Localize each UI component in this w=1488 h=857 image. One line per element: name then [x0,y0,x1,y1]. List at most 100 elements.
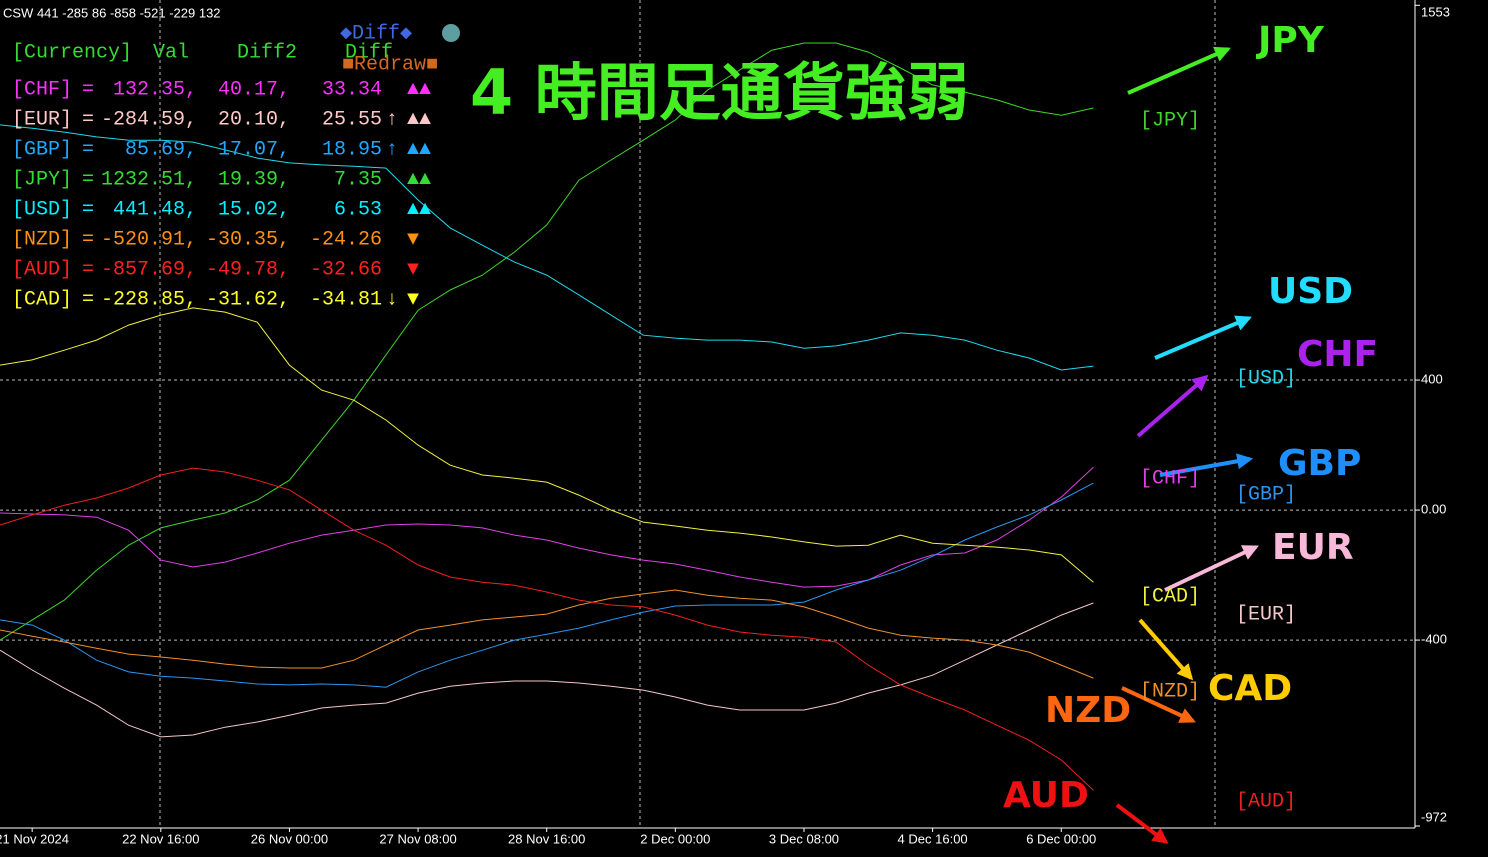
table-cell: ▲▲ [407,198,431,221]
diff-button[interactable]: ◆Diff◆ [340,22,412,45]
redraw-button[interactable]: ■Redraw■ [342,53,438,76]
table-cell: 25.55 [322,108,382,131]
table-cell: -49.78, [206,258,290,281]
table-cell: 85.69, [125,138,197,161]
annotation: NZD [1045,690,1131,731]
annotation: EUR [1272,527,1354,568]
table-cell: [CAD] [12,288,72,311]
table-cell: [GBP] [12,138,72,161]
table-cell: [EUR] [12,108,72,131]
table-cell: 1232.51, [101,168,197,191]
annotation: GBP [1278,443,1361,484]
arrow [1115,803,1169,844]
table-cell: [JPY] [12,168,72,191]
table-cell: ▲▲ [407,108,431,131]
table-header: [Currency] [12,41,132,64]
arrow [1159,453,1254,477]
x-tick-label: 22 Nov 16:00 [122,831,199,846]
table-header: Val [153,41,189,64]
table-cell: 6.53 [334,198,382,221]
y-tick-label: -972 [1421,809,1447,824]
annotation: CHF [1297,334,1378,375]
table-cell: ▼ [407,258,419,281]
table-cell: ↑ [386,108,398,131]
table-cell: -31.62, [206,288,290,311]
lines [0,42,1094,791]
series-line [0,589,1094,679]
legend-label: [AUD] [1236,790,1296,813]
arrow [1154,315,1252,360]
table-header: Diff [345,41,393,64]
table-cell: = [82,138,94,161]
y-tick-label: -400 [1421,632,1447,647]
table-cell: = [82,198,94,221]
x-tick-label: 21 Nov 2024 [0,831,69,846]
table-cell: -32.66 [310,258,382,281]
table-cell: = [82,258,94,281]
table-cell: -24.26 [310,228,382,251]
arrow [1138,618,1194,681]
table-cell: -228.85, [101,288,197,311]
table-cell: ▲▲ [407,78,431,101]
annotation: CAD [1208,668,1292,709]
toggle-circle[interactable] [442,24,460,42]
annotation: USD [1268,271,1353,312]
arrow [1164,545,1259,592]
table-cell: = [82,78,94,101]
x-tick-label: 27 Nov 08:00 [379,831,456,846]
table-cell: = [82,108,94,131]
table-cell: -520.91, [101,228,197,251]
table-cell: -34.81 [310,288,382,311]
arrow [1136,374,1209,438]
series-line [0,307,1094,583]
table-cell: 7.35 [334,168,382,191]
chart-title: 4 時間足通貨強弱 [470,56,969,129]
table-cell: = [82,228,94,251]
y-tick-label: 400 [1421,371,1443,386]
table-cell: 40.17, [218,78,290,101]
x-tick-label: 3 Dec 08:00 [769,831,839,846]
x-tick-label: 28 Nov 16:00 [508,831,585,846]
series-line [0,42,1094,641]
series-line [0,467,1094,791]
series-line [0,124,1094,371]
table-cell: [AUD] [12,258,72,281]
legend-label: [EUR] [1236,603,1296,626]
x-tick-label: 6 Dec 00:00 [1026,831,1096,846]
table-cell: ▼ [407,228,419,251]
table-cell: 33.34 [322,78,382,101]
x-tick-label: 4 Dec 16:00 [898,831,968,846]
table-cell: [NZD] [12,228,72,251]
labels: 1553 400 0.00 -400 -972 21 Nov 2024 22 Nov 16:… [0,4,1450,846]
legend-label: [USD] [1236,367,1296,390]
table-cell: 15.02, [218,198,290,221]
table-cell: 18.95 [322,138,382,161]
legend-label: [GBP] [1236,483,1296,506]
legend-label: [CHF] [1140,467,1200,490]
table-cell: 19.39, [218,168,290,191]
y-tick-label: 1553 [1421,4,1450,19]
table-cell: ↓ [386,288,398,311]
legend-label: [NZD] [1140,680,1200,703]
series-line [0,482,1094,688]
y-tick-label: 0.00 [1421,502,1446,517]
table-cell: [USD] [12,198,72,221]
table-cell: ↑ [386,138,398,161]
indicator-header: CSW 441 -285 86 -858 -521 -229 132 [3,5,221,20]
annotation: JPY [1255,20,1325,61]
x-tick-label: 26 Nov 00:00 [251,831,328,846]
table-cell: ▲▲ [407,138,431,161]
table-cell: -857.69, [101,258,197,281]
table-cell: 441.48, [113,198,197,221]
grid [0,379,1415,641]
table-cell: 132.35, [113,78,197,101]
series-line [0,602,1094,738]
arrows [1115,46,1259,844]
table-cell: ▲▲ [407,168,431,191]
x-tick-label: 2 Dec 00:00 [640,831,710,846]
table-cell: = [82,168,94,191]
arrow [1127,46,1231,95]
table-cell: [CHF] [12,78,72,101]
